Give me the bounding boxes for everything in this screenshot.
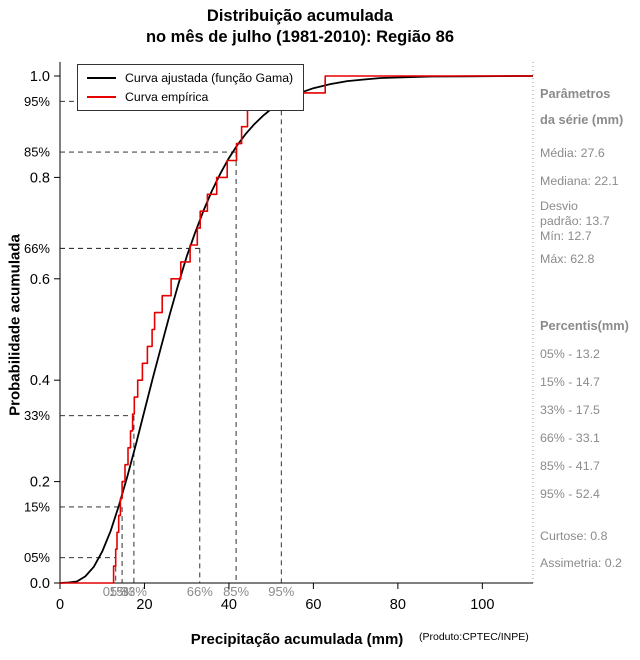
stat-mediana: Mediana: 22.1	[540, 174, 619, 188]
chart-title-line1: Distribuição acumulada	[206, 7, 394, 25]
svg-text:40: 40	[221, 597, 237, 613]
stat-min: Mín: 12.7	[540, 229, 592, 243]
stats-sidebar: Parâmetros da série (mm) Média: 27.6 Med…	[539, 0, 639, 660]
empirical-curve-line-icon	[87, 96, 116, 98]
legend-label-gamma: Curva ajustada (função Gama)	[125, 71, 294, 85]
svg-text:05%: 05%	[103, 584, 129, 599]
svg-text:1.0: 1.0	[30, 69, 50, 85]
stat-media: Média: 27.6	[540, 146, 605, 160]
svg-text:0.2: 0.2	[30, 475, 50, 491]
x-axis-label: Precipitação acumulada (mm)	[190, 631, 404, 648]
svg-text:33%: 33%	[121, 584, 147, 599]
stat-max: Máx: 62.8	[540, 252, 595, 266]
percentile-66: 66% - 33.1	[540, 431, 600, 445]
percentis-header: Percentis(mm)	[540, 318, 629, 333]
svg-text:0.0: 0.0	[30, 576, 50, 592]
svg-text:66%: 66%	[24, 241, 50, 256]
svg-text:0: 0	[56, 597, 64, 613]
percentile-85: 85% - 41.7	[540, 459, 600, 473]
stat-desvio-line2: padrão: 13.7	[540, 214, 610, 228]
svg-text:0.4: 0.4	[30, 373, 50, 389]
svg-text:15%: 15%	[24, 499, 50, 514]
svg-text:85%: 85%	[223, 584, 249, 599]
params-header-line2: da série (mm)	[540, 112, 624, 127]
legend: Curva ajustada (função Gama) Curva empír…	[77, 64, 305, 111]
svg-text:66%: 66%	[187, 584, 213, 599]
svg-text:0.6: 0.6	[30, 272, 50, 288]
legend-item-empirical: Curva empírica	[87, 90, 293, 104]
y-axis-label: Probabilidade acumulada	[6, 234, 24, 416]
product-credit: (Produto:CPTEC/INPE)	[419, 631, 529, 643]
chart-title-line2: no mês de julho (1981-2010): Região 86	[145, 28, 455, 46]
stat-assimetria: Assimetria: 0.2	[540, 556, 622, 570]
svg-text:80: 80	[390, 597, 406, 613]
svg-text:100: 100	[470, 597, 494, 613]
svg-text:95%: 95%	[268, 584, 294, 599]
percentile-95: 95% - 52.4	[540, 487, 600, 501]
svg-text:33%: 33%	[24, 408, 50, 423]
svg-text:60: 60	[305, 597, 321, 613]
svg-text:15%: 15%	[109, 584, 135, 599]
legend-item-gamma: Curva ajustada (função Gama)	[87, 71, 293, 85]
percentile-05: 05% - 13.2	[540, 347, 600, 361]
svg-text:05%: 05%	[24, 550, 50, 565]
stat-desvio-line1: Desvio	[540, 199, 578, 213]
svg-text:85%: 85%	[24, 145, 50, 160]
page-title: Distribuição acumulada no mês de julho (…	[0, 6, 600, 48]
svg-text:20: 20	[136, 597, 152, 613]
svg-text:0.8: 0.8	[30, 170, 50, 186]
legend-label-empirical: Curva empírica	[125, 90, 209, 104]
stat-curtose: Curtose: 0.8	[540, 529, 608, 543]
svg-text:95%: 95%	[24, 94, 50, 109]
gamma-curve-line-icon	[87, 77, 116, 79]
params-header-line1: Parâmetros	[540, 86, 611, 101]
percentile-15: 15% - 14.7	[540, 375, 600, 389]
percentile-33: 33% - 17.5	[540, 403, 600, 417]
